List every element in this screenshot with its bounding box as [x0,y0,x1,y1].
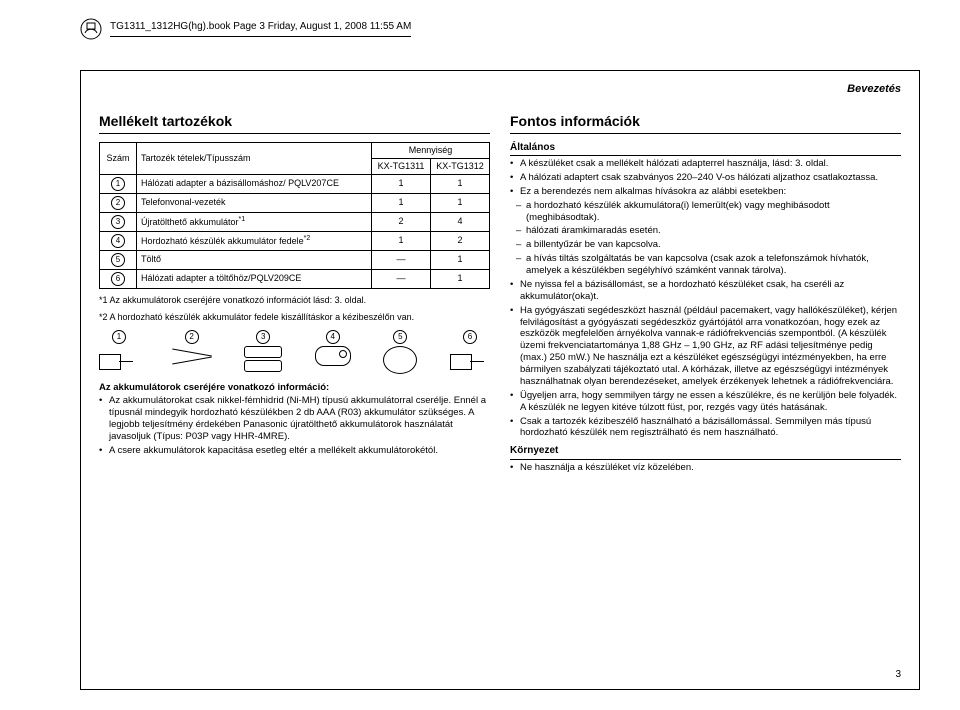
row-item: Hordozható készülék akkumulátor fedele [141,236,304,246]
row-item: Hálózati adapter a bázisállomáshoz/ PQLV… [137,175,372,194]
table-row: 1 Hálózati adapter a bázisállomáshoz/ PQ… [100,175,490,194]
illus-4: 4 [315,330,351,366]
page: TG1311_1312HG(hg).book Page 3 Friday, Au… [0,0,960,710]
row-q2: 2 [431,232,490,251]
table-row: 6 Hálózati adapter a töltőhöz/PQLV209CE … [100,270,490,289]
row-q2: 1 [431,251,490,270]
row-q2: 1 [431,194,490,213]
row-num: 3 [111,215,125,229]
illus-6: 6 [450,330,490,372]
row-q1: — [372,251,431,270]
sec1-bullets2: Ne nyissa fel a bázisállomást, se a hord… [510,279,901,439]
right-column: Fontos információk Általános A készüléke… [510,113,901,476]
sec1-head: Általános [510,142,901,157]
sec2-bullets: Ne használja a készüléket víz közelében. [510,462,901,474]
table-row: 4 Hordozható készülék akkumulátor fedele… [100,232,490,251]
row-item: Újratölthető akkumulátor [141,217,239,227]
footnote-2: *2 A hordozható készülék akkumulátor fed… [99,312,490,323]
list-item: Ha gyógyászati segédeszközt használ (pél… [510,305,901,388]
row-num: 5 [111,253,125,267]
row-q1: 1 [372,232,431,251]
row-q1: 2 [372,213,431,232]
row-q2: 1 [431,175,490,194]
illus-1: 1 [99,330,139,372]
sec1-bullets: A készüléket csak a mellékelt hálózati a… [510,158,901,198]
row-q1: — [372,270,431,289]
row-num: 1 [111,177,125,191]
charger-icon [383,346,417,374]
illus-num: 6 [463,330,477,344]
illus-3: 3 [244,330,282,372]
doc-header: TG1311_1312HG(hg).book Page 3 Friday, Au… [80,18,411,40]
table-row: 3 Újratölthető akkumulátor*1 2 4 [100,213,490,232]
left-column: Mellékelt tartozékok Szám Tartozék tétel… [99,113,490,476]
illus-2: 2 [172,330,212,372]
list-item: a hívás tiltás szolgáltatás be van kapcs… [510,253,901,277]
row-item: Hálózati adapter a töltőhöz/PQLV209CE [137,270,372,289]
illus-num: 2 [185,330,199,344]
cable-icon [172,346,212,372]
row-sup: *1 [239,216,246,223]
row-num: 4 [111,234,125,248]
adapter-icon [99,346,139,372]
row-q1: 1 [372,194,431,213]
list-item: a billentyűzár be van kapcsolva. [510,239,901,251]
list-item: a hordozható készülék akkumulátora(i) le… [510,200,901,224]
list-item: Ne használja a készüléket víz közelében. [510,462,901,474]
illus-num: 1 [112,330,126,344]
table-row: 5 Töltő — 1 [100,251,490,270]
left-bullet-list: Az akkumulátorokat csak nikkel-fémhidrid… [99,395,490,456]
th-m1: KX-TG1311 [372,158,431,174]
sec2-head: Környezet [510,445,901,460]
illus-num: 5 [393,330,407,344]
row-q2: 4 [431,213,490,232]
list-item: Csak a tartozék kézibeszélő használható … [510,416,901,440]
left-subheading: Az akkumulátorok cseréjére vonatkozó inf… [99,382,490,394]
illustrations-row: 1 2 3 4 5 [99,330,490,374]
illus-num: 3 [256,330,270,344]
list-item: A készüléket csak a mellékelt hálózati a… [510,158,901,170]
th-item: Tartozék tételek/Típusszám [137,142,372,175]
row-sup: *2 [304,235,311,242]
list-item: Ne nyissa fel a bázisállomást, se a hord… [510,279,901,303]
list-item: hálózati áramkimaradás esetén. [510,225,901,237]
list-item: Ez a berendezés nem alkalmas hívásokra a… [510,186,901,198]
list-item: A csere akkumulátorok kapacitása esetleg… [99,445,490,457]
page-number: 3 [895,669,901,682]
cover-icon [315,346,351,366]
row-num: 2 [111,196,125,210]
accessories-table: Szám Tartozék tételek/Típusszám Mennyisé… [99,142,490,290]
book-icon [80,18,102,40]
list-item: Ügyeljen arra, hogy semmilyen tárgy ne e… [510,390,901,414]
th-num: Szám [100,142,137,175]
row-num: 6 [111,272,125,286]
table-row: 2 Telefonvonal-vezeték 1 1 [100,194,490,213]
adapter2-icon [450,346,490,372]
row-item: Telefonvonal-vezeték [137,194,372,213]
footnote-1: *1 Az akkumulátorok cseréjére vonatkozó … [99,295,490,306]
row-q1: 1 [372,175,431,194]
th-qty: Mennyiség [372,142,490,158]
row-q2: 1 [431,270,490,289]
content-frame: Bevezetés Mellékelt tartozékok Szám Tart… [80,70,920,690]
section-label: Bevezetés [847,83,901,97]
th-m2: KX-TG1312 [431,158,490,174]
illus-5: 5 [383,330,417,374]
doc-ref: TG1311_1312HG(hg).book Page 3 Friday, Au… [110,21,411,37]
left-title: Mellékelt tartozékok [99,113,490,134]
illus-num: 4 [326,330,340,344]
right-title: Fontos információk [510,113,901,134]
row-item: Töltő [137,251,372,270]
list-item: A hálózati adaptert csak szabványos 220–… [510,172,901,184]
list-item: Az akkumulátorokat csak nikkel-fémhidrid… [99,395,490,443]
sec1-dash-list: a hordozható készülék akkumulátora(i) le… [510,200,901,277]
battery-icon [244,346,282,372]
